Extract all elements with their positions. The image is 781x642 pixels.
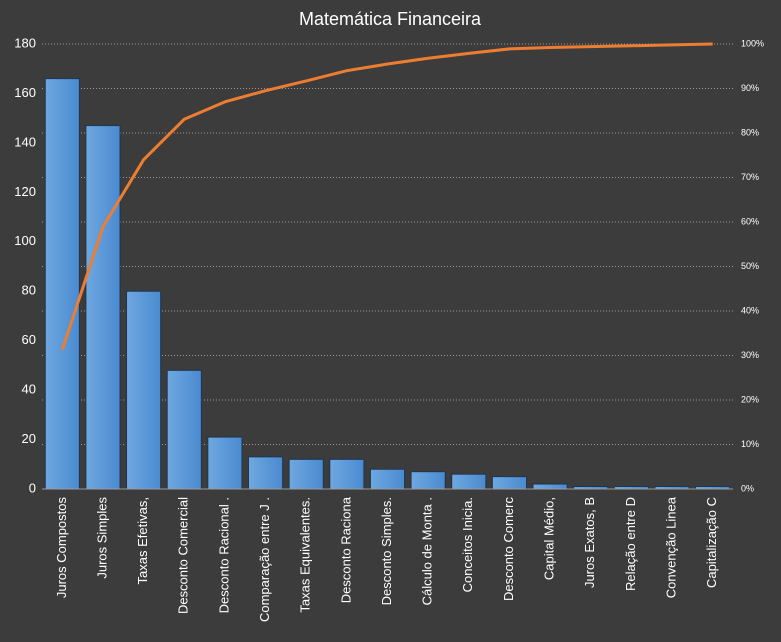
y-tick-label: 180 [14, 35, 36, 50]
x-tick-label: Conceitos Inicia. [460, 497, 475, 592]
bar [126, 290, 162, 490]
y-tick-label: 120 [14, 184, 36, 199]
y-tick-label: 140 [14, 134, 36, 149]
y2-tick-label: 50% [741, 261, 759, 271]
x-tick-label: Desconto Simples. [379, 497, 394, 605]
bar [410, 471, 446, 490]
x-tick-label: Taxas Efetivas, [135, 497, 150, 584]
x-tick-label: Convenção Linea [663, 496, 678, 598]
x-tick-label: Desconto Racional . [216, 497, 231, 613]
bar [288, 458, 324, 490]
y2-tick-label: 90% [741, 83, 759, 93]
bar [532, 483, 568, 490]
x-tick-label: Relação entre D [623, 497, 638, 591]
bar [44, 78, 80, 490]
y2-tick-label: 80% [741, 127, 759, 137]
x-tick-label: Desconto Comerc [501, 497, 516, 602]
y2-tick-label: 20% [741, 394, 759, 404]
y2-tick-label: 100% [741, 38, 764, 48]
x-tick-label: Capitalização C [704, 497, 719, 588]
y2-tick-label: 40% [741, 305, 759, 315]
y-tick-label: 60 [22, 332, 36, 347]
x-tick-label: Taxas Equivalentes. [298, 497, 313, 613]
x-tick-label: Juros Compostos [54, 497, 69, 599]
y2-tick-label: 30% [741, 350, 759, 360]
y-tick-label: 0 [29, 480, 36, 495]
x-tick-label: Cálculo de Monta . [420, 497, 435, 605]
y-tick-label: 20 [22, 431, 36, 446]
bar [329, 458, 365, 490]
bar [166, 369, 202, 490]
x-tick-label: Desconto Raciona [338, 496, 353, 603]
bar [491, 476, 528, 490]
bar [207, 436, 243, 490]
y-tick-label: 40 [22, 382, 36, 397]
chart-title: Matemática Financeira [299, 9, 482, 29]
cumulative-line [60, 42, 713, 351]
bar [451, 473, 487, 490]
x-tick-label: Juros Exatos, B [582, 497, 597, 588]
y-tick-label: 160 [14, 85, 36, 100]
bar [247, 456, 284, 490]
x-tick-label: Capital Médio, [542, 497, 557, 580]
x-tick-label: Desconto Comercial [176, 497, 191, 614]
y2-tick-label: 10% [741, 439, 759, 449]
y2-tick-label: 0% [741, 483, 754, 493]
bar [369, 468, 406, 490]
y2-tick-label: 60% [741, 216, 759, 226]
y-tick-label: 80 [22, 283, 36, 298]
bar [85, 125, 121, 490]
y-tick-label: 100 [14, 233, 36, 248]
x-tick-label: Comparação entre J . [257, 497, 272, 622]
x-tick-label: Juros Simples [94, 497, 109, 579]
y2-tick-label: 70% [741, 172, 759, 182]
